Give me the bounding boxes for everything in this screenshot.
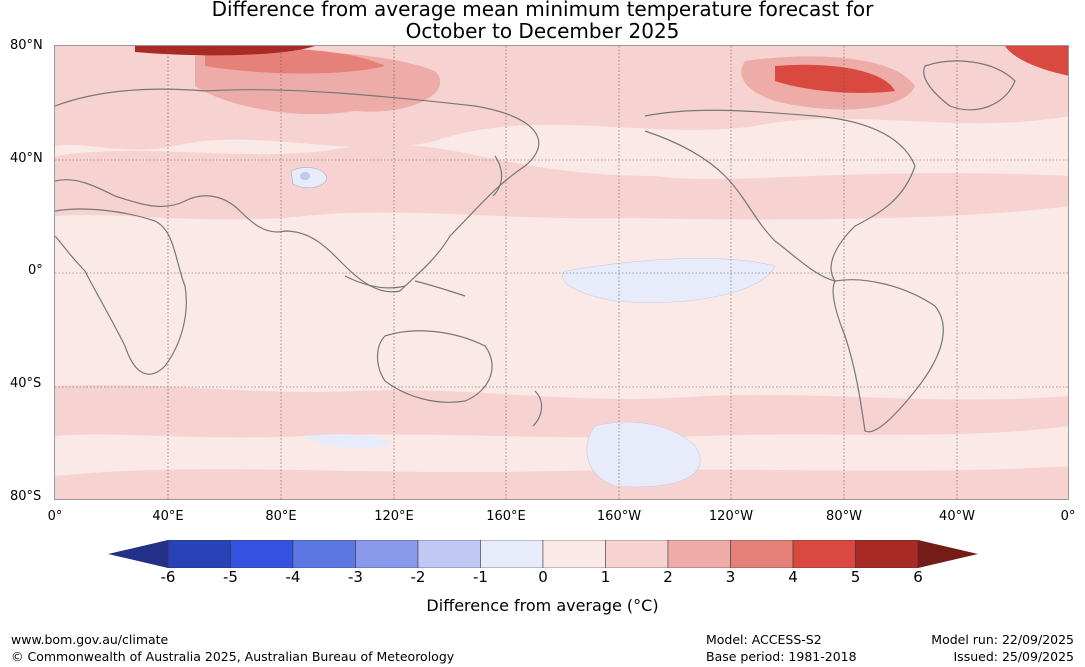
cool-region-tibet-core <box>300 172 310 180</box>
colorbar-tick-label: -4 <box>285 568 301 586</box>
footer-model: Model: ACCESS-S2 <box>706 632 822 647</box>
colorbar-high-arrow <box>918 540 978 568</box>
anomaly-region-greenland <box>1005 46 1068 76</box>
colorbar-tick-label: 5 <box>850 568 861 586</box>
colorbar-tick-label: 3 <box>725 568 736 586</box>
cool-region-antarctic-margin <box>305 434 390 448</box>
anomaly-region-north-hot-3 <box>135 46 315 56</box>
lat-label-80s: 80°S <box>10 489 42 504</box>
colorbar-low-arrow <box>108 540 168 568</box>
lat-label-0: 0° <box>28 263 43 278</box>
anomaly-region-southern-ocean <box>55 466 1068 499</box>
colorbar-tick-label: -6 <box>160 568 176 586</box>
colorbar-segment <box>542 540 606 568</box>
title-line-2: October to December 2025 <box>405 19 680 43</box>
lat-label-80n: 80°N <box>10 38 43 53</box>
cool-regions <box>290 167 776 488</box>
colorbar-tick-label: 1 <box>600 568 611 586</box>
lon-label-120e: 120°E <box>374 509 414 524</box>
coastline-greenland <box>923 60 1016 111</box>
colorbar-tick-label: -2 <box>410 568 426 586</box>
colorbar-tick-label: 2 <box>663 568 673 586</box>
coastline-indonesia <box>344 275 466 297</box>
colorbar-segment <box>292 540 356 568</box>
colorbar-segment <box>480 540 544 568</box>
colorbar-segment <box>792 540 856 568</box>
forecast-map <box>54 45 1069 500</box>
lon-label-160e: 160°E <box>486 509 526 524</box>
lat-label-40n: 40°N <box>10 151 43 166</box>
anomaly-region-south-band <box>55 384 1068 438</box>
lon-label-0-right: 0° <box>1060 509 1076 524</box>
coastline-australia <box>376 330 493 403</box>
colorbar-tick-label: 6 <box>913 568 923 586</box>
colorbar <box>108 540 978 568</box>
colorbar-segment <box>230 540 294 568</box>
anomaly-region-mid-north <box>55 144 1068 220</box>
coastline-south-america <box>832 279 944 433</box>
lon-label-0-left: 0° <box>47 509 63 524</box>
coastline-north-america <box>644 109 916 282</box>
colorbar-segment <box>605 540 669 568</box>
footer-model-run: Model run: 22/09/2025 <box>931 632 1074 647</box>
colorbar-tick-label: -1 <box>473 568 488 586</box>
graticule <box>55 46 1068 499</box>
map-graphic <box>55 46 1068 499</box>
cool-region-pacific <box>562 258 776 303</box>
footer-website[interactable]: www.bom.gov.au/climate <box>11 632 169 647</box>
lon-label-40e: 40°E <box>152 509 184 524</box>
coastlines <box>55 60 1016 433</box>
footer-copyright: © Commonwealth of Australia 2025, Austra… <box>11 649 455 664</box>
lon-label-40w: 40°W <box>939 509 975 524</box>
cool-region-southern-pacific <box>586 421 701 488</box>
coastline-new-zealand <box>532 390 543 427</box>
coastline-africa <box>55 208 187 375</box>
colorbar-segment <box>167 540 231 568</box>
lat-label-40s: 40°S <box>10 376 42 391</box>
footer-issued: Issued: 25/09/2025 <box>953 649 1075 664</box>
coastline-eurasia <box>55 88 540 293</box>
lon-label-120w: 120°W <box>708 509 754 524</box>
lon-label-160w: 160°W <box>596 509 642 524</box>
colorbar-segment <box>355 540 419 568</box>
colorbar-segment <box>667 540 731 568</box>
colorbar-segment <box>730 540 794 568</box>
lon-label-80w: 80°W <box>826 509 862 524</box>
colorbar-tick-label: -5 <box>223 568 238 586</box>
colorbar-tick-label: 4 <box>788 568 798 586</box>
colorbar-tick-label: -3 <box>348 568 363 586</box>
footer-base-period: Base period: 1981-2018 <box>706 649 857 664</box>
colorbar-segment <box>855 540 919 568</box>
colorbar-segments <box>167 540 919 568</box>
colorbar-label: Difference from average (°C) <box>426 596 659 615</box>
anomaly-fill-regions <box>55 46 1068 499</box>
lon-label-80e: 80°E <box>265 509 297 524</box>
title-line-1: Difference from average mean minimum tem… <box>211 0 874 21</box>
colorbar-tick-label: 0 <box>538 568 548 586</box>
colorbar-segment <box>417 540 481 568</box>
anomaly-region-north-hot-2 <box>775 64 895 93</box>
